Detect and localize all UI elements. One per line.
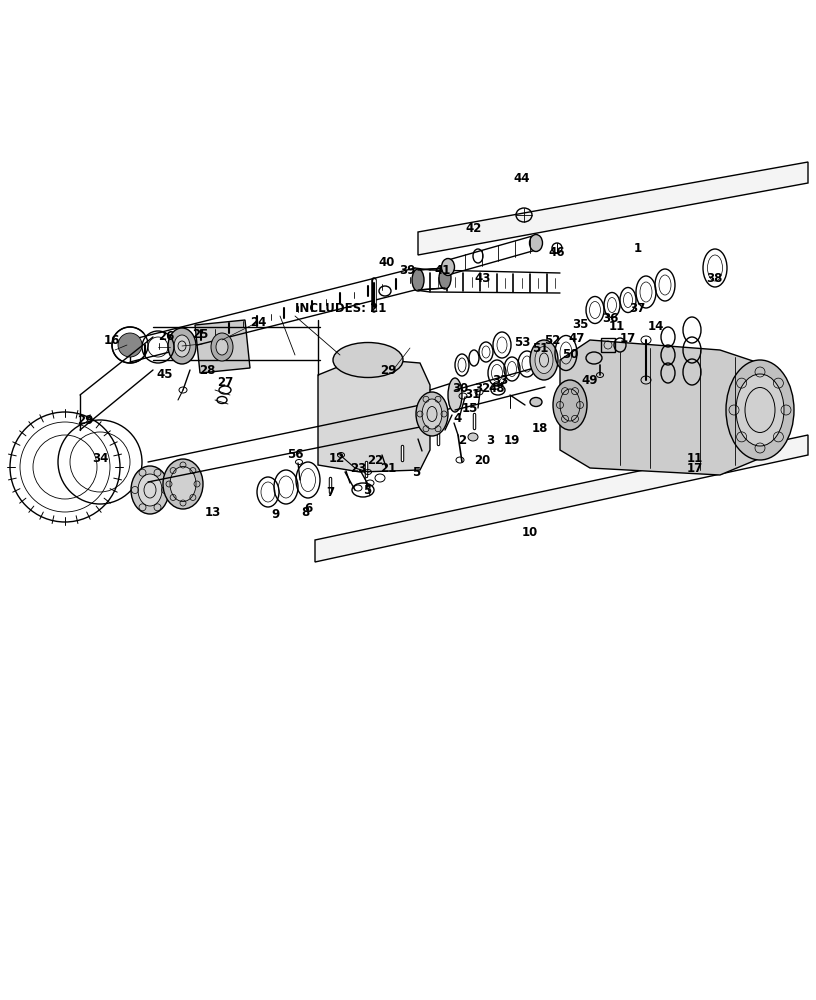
Text: 18: 18 [532, 422, 548, 434]
Text: 3: 3 [486, 434, 494, 446]
Text: 5: 5 [412, 466, 420, 479]
Ellipse shape [553, 380, 587, 430]
Ellipse shape [163, 459, 203, 509]
Text: 24: 24 [250, 316, 266, 328]
Text: 50: 50 [561, 349, 579, 361]
Ellipse shape [174, 335, 190, 357]
Text: 31: 31 [463, 388, 480, 401]
Ellipse shape [211, 333, 233, 361]
Text: 41: 41 [435, 263, 451, 276]
Text: 8: 8 [301, 506, 309, 520]
Text: 13: 13 [205, 506, 221, 520]
Text: 16: 16 [104, 334, 120, 347]
Ellipse shape [441, 258, 455, 275]
Text: 52: 52 [543, 334, 561, 347]
Text: 11: 11 [687, 452, 703, 464]
Polygon shape [315, 435, 808, 562]
Text: 37: 37 [629, 302, 645, 314]
Ellipse shape [168, 328, 196, 364]
Text: 14: 14 [648, 320, 664, 334]
Ellipse shape [131, 466, 169, 514]
Circle shape [118, 333, 142, 357]
Text: 25: 25 [192, 328, 208, 342]
Text: 28: 28 [199, 363, 215, 376]
Text: 12: 12 [329, 452, 345, 464]
Ellipse shape [416, 392, 448, 436]
Text: 35: 35 [572, 318, 588, 332]
Polygon shape [418, 162, 808, 255]
Text: 10: 10 [522, 526, 538, 540]
Text: 2: 2 [458, 434, 466, 446]
Text: 56: 56 [286, 448, 304, 462]
Text: 17: 17 [687, 462, 703, 475]
Text: 7: 7 [326, 486, 334, 498]
Text: 36: 36 [602, 312, 619, 324]
Text: 9: 9 [271, 508, 279, 522]
Ellipse shape [138, 474, 162, 506]
Text: 46: 46 [548, 245, 565, 258]
Text: 30: 30 [452, 381, 468, 394]
Ellipse shape [530, 234, 543, 251]
Ellipse shape [422, 399, 442, 429]
Polygon shape [318, 358, 430, 472]
Ellipse shape [333, 342, 403, 377]
Ellipse shape [736, 374, 784, 446]
Text: 40: 40 [379, 255, 395, 268]
Text: 43: 43 [475, 271, 491, 284]
Text: 6: 6 [304, 502, 313, 514]
Text: 39: 39 [399, 263, 415, 276]
Bar [601, 338, 615, 352]
Text: 19: 19 [503, 434, 520, 446]
Text: 29: 29 [379, 363, 397, 376]
Polygon shape [560, 340, 780, 475]
Text: INCLUDES: 21: INCLUDES: 21 [295, 302, 386, 314]
Ellipse shape [530, 397, 542, 406]
Text: 32: 32 [474, 381, 490, 394]
Text: 21: 21 [380, 462, 396, 475]
Text: 17: 17 [620, 332, 636, 344]
Text: 22: 22 [367, 454, 384, 466]
Text: 4: 4 [454, 412, 462, 424]
Text: 45: 45 [157, 368, 173, 381]
Ellipse shape [170, 466, 196, 502]
Ellipse shape [439, 267, 451, 289]
Text: 48: 48 [489, 381, 505, 394]
Ellipse shape [412, 269, 424, 291]
Text: 29: 29 [77, 414, 93, 426]
Ellipse shape [530, 340, 558, 380]
Text: 15: 15 [462, 401, 478, 414]
Ellipse shape [726, 360, 794, 460]
Text: 26: 26 [157, 330, 174, 344]
Text: 47: 47 [569, 332, 585, 344]
Text: 49: 49 [582, 373, 598, 386]
Text: 5: 5 [363, 484, 371, 496]
Text: 44: 44 [514, 172, 530, 184]
Text: 27: 27 [217, 376, 233, 389]
Polygon shape [195, 320, 250, 373]
Text: 38: 38 [706, 271, 722, 284]
Ellipse shape [216, 339, 228, 355]
Text: 1: 1 [634, 241, 642, 254]
Text: 42: 42 [466, 222, 482, 234]
Ellipse shape [535, 347, 553, 373]
Ellipse shape [448, 378, 462, 412]
Ellipse shape [468, 433, 478, 441]
Text: 20: 20 [474, 454, 490, 466]
Text: 34: 34 [92, 452, 109, 464]
Text: 23: 23 [350, 462, 366, 475]
Text: 53: 53 [514, 336, 530, 349]
Text: 33: 33 [492, 373, 508, 386]
Text: 11: 11 [609, 320, 625, 334]
Text: 51: 51 [532, 342, 548, 355]
